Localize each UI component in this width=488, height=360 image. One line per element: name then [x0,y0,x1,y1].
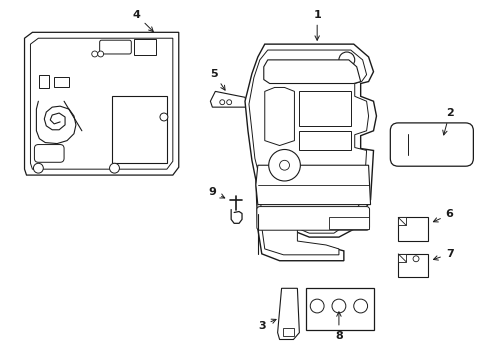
Polygon shape [30,38,172,169]
Polygon shape [264,87,294,145]
Circle shape [309,299,324,313]
FancyBboxPatch shape [389,123,472,166]
Bar [39,75,49,89]
Polygon shape [24,32,179,175]
Circle shape [160,113,167,121]
Text: 9: 9 [208,187,224,198]
Polygon shape [255,165,370,204]
Text: 2: 2 [442,108,452,135]
Polygon shape [244,44,376,261]
Bar [397,254,427,278]
Text: 1: 1 [313,10,321,40]
Bar [299,91,350,126]
Text: 3: 3 [258,319,276,331]
Text: 4: 4 [132,10,153,32]
Circle shape [33,163,43,173]
Bar [54,77,69,87]
FancyBboxPatch shape [100,40,131,54]
Polygon shape [263,60,360,84]
Bar [397,217,427,241]
Circle shape [92,51,98,57]
Text: 8: 8 [334,312,342,341]
Circle shape [226,100,231,105]
Circle shape [109,163,119,173]
Bar [134,39,156,55]
Text: 6: 6 [432,210,453,222]
Circle shape [279,160,289,170]
Bar [305,288,373,330]
FancyBboxPatch shape [34,145,64,162]
Circle shape [268,149,300,181]
Bar [397,254,406,262]
Circle shape [331,299,345,313]
Bar [328,217,368,229]
Circle shape [219,100,224,105]
Bar [299,131,350,150]
Text: 7: 7 [433,249,452,260]
Bar [111,96,166,163]
Polygon shape [210,91,247,107]
Bar [397,217,406,225]
Circle shape [338,52,354,68]
Text: 5: 5 [210,69,224,90]
FancyBboxPatch shape [256,207,369,230]
Polygon shape [277,288,299,339]
Circle shape [412,256,418,262]
Circle shape [353,299,367,313]
Circle shape [98,51,103,57]
Bar [282,328,294,336]
Polygon shape [248,50,368,255]
